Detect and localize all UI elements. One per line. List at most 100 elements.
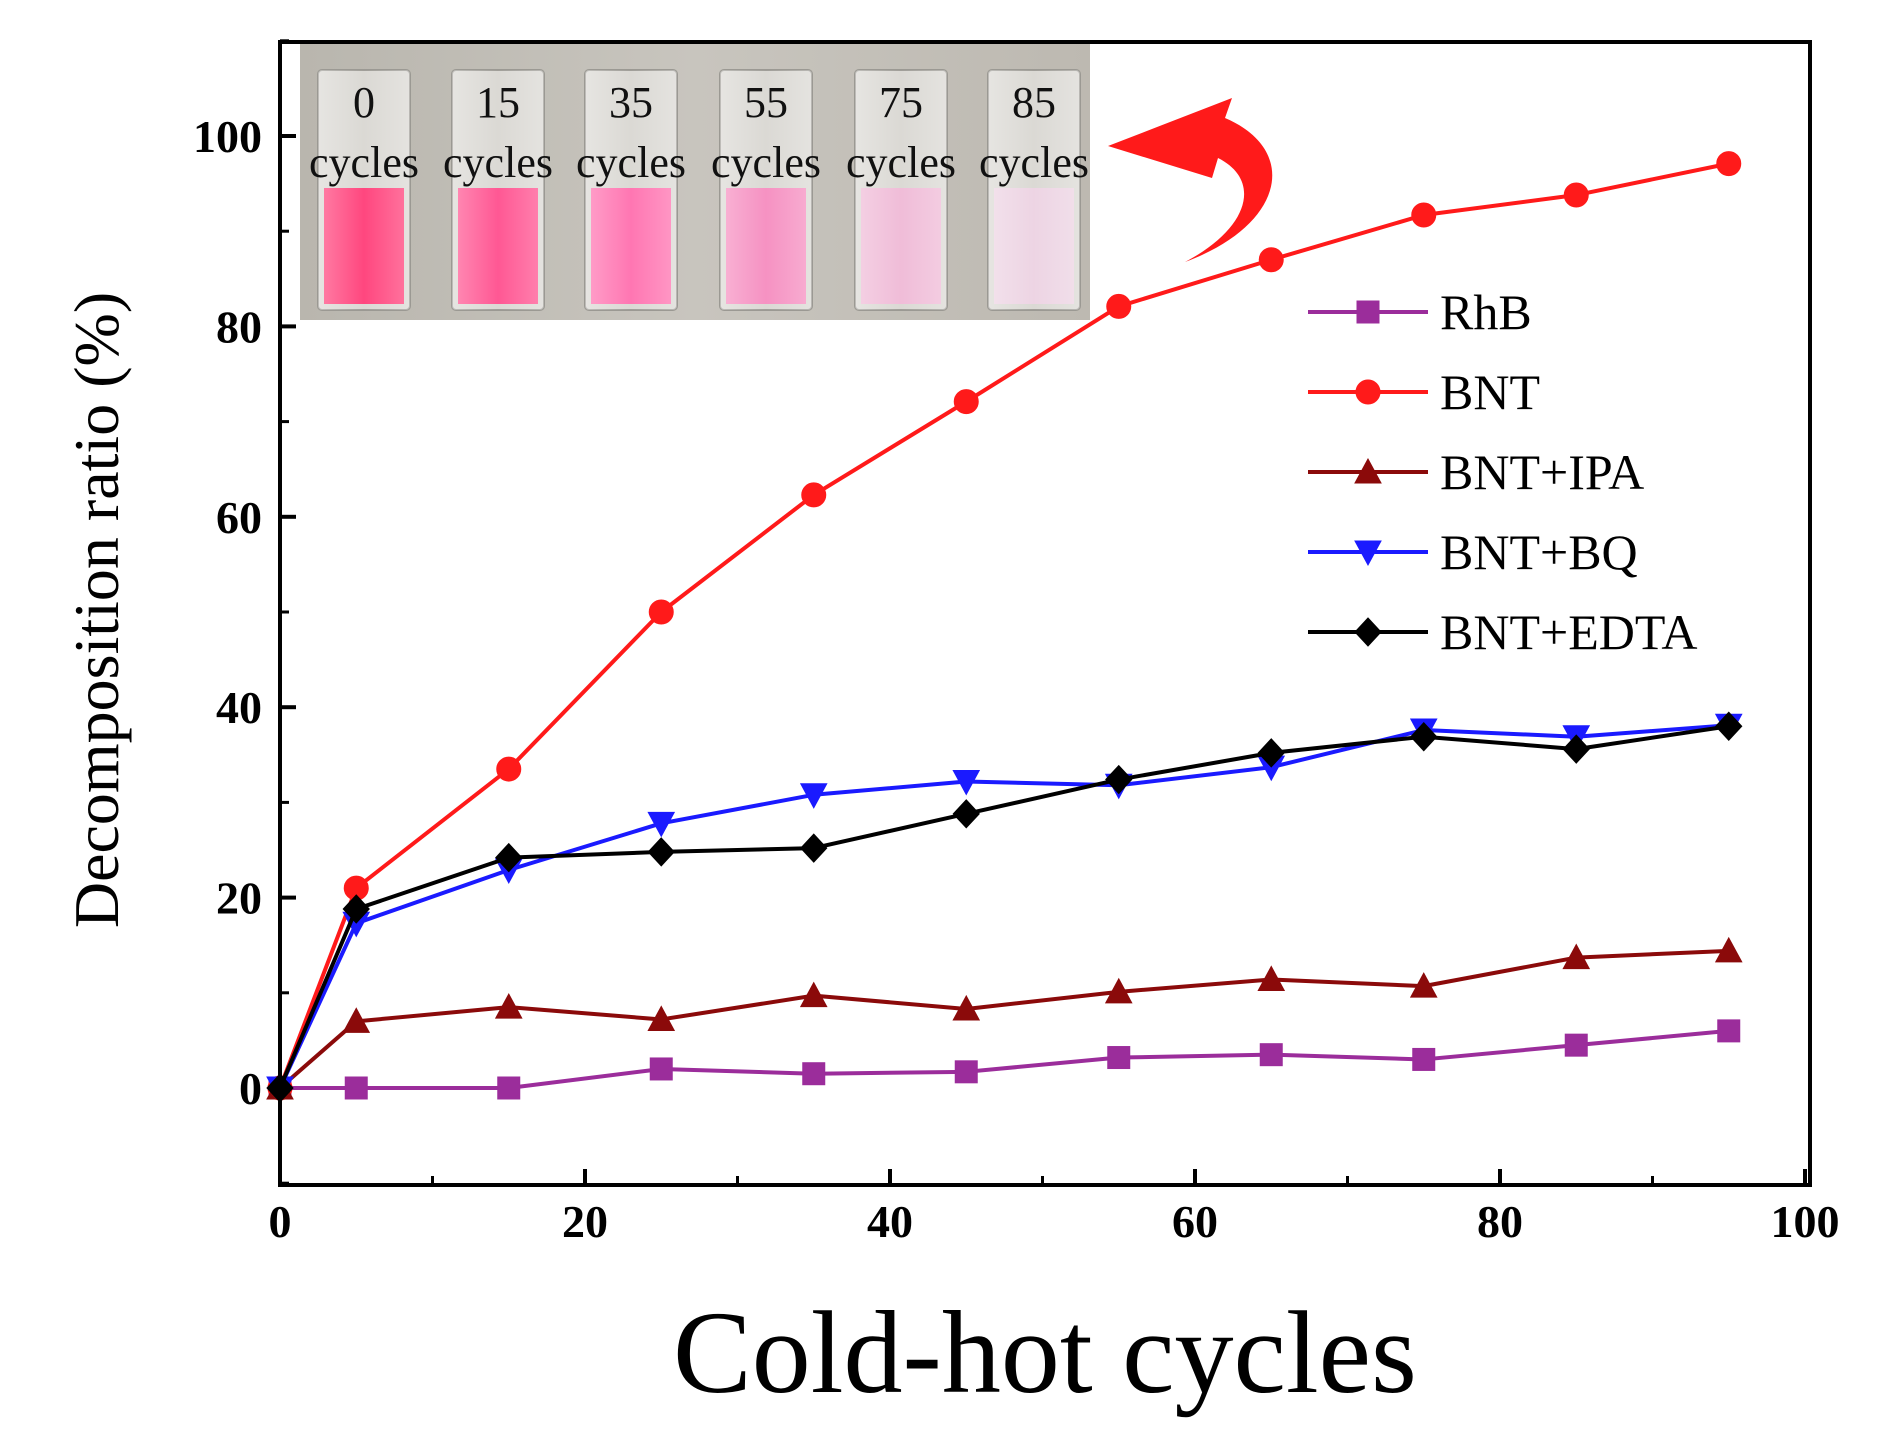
legend-label: BNT+EDTA bbox=[1440, 604, 1698, 660]
data-point-bnt bbox=[648, 599, 674, 625]
vial-cycle-number: 35 bbox=[609, 78, 653, 127]
data-point-bnt-edta bbox=[1410, 721, 1438, 752]
vial-highlight bbox=[452, 70, 544, 310]
data-point-rhb bbox=[1717, 1019, 1741, 1043]
x-tick-label: 80 bbox=[1477, 1196, 1523, 1247]
y-tick-label: 80 bbox=[216, 301, 262, 352]
vials-photo-inset: 0cycles15cycles35cycles55cycles75cycles8… bbox=[300, 44, 1273, 320]
data-point-rhb bbox=[954, 1060, 978, 1084]
vial-cycle-unit: cycles bbox=[443, 138, 553, 187]
data-point-bnt bbox=[1716, 151, 1742, 177]
legend-label: BNT bbox=[1440, 364, 1540, 420]
vial-cycle-unit: cycles bbox=[846, 138, 956, 187]
vial-highlight bbox=[855, 70, 947, 310]
x-axis-label: Cold-hot cycles bbox=[673, 1287, 1417, 1418]
data-point-bnt-edta bbox=[800, 833, 828, 863]
vial-cycle-number: 15 bbox=[476, 78, 520, 127]
inset-background bbox=[300, 44, 1090, 320]
data-point-rhb bbox=[344, 1076, 368, 1100]
data-point-bnt-bq bbox=[647, 811, 676, 838]
data-point-rhb bbox=[649, 1057, 673, 1081]
series-bnt-bq bbox=[266, 713, 1743, 1103]
legend-marker bbox=[1356, 300, 1380, 324]
data-point-bnt-ipa bbox=[1714, 936, 1743, 963]
vial: 35 cycles bbox=[576, 69, 686, 311]
legend-item-bnt: BNT bbox=[1308, 364, 1540, 420]
data-point-rhb bbox=[497, 1076, 521, 1100]
data-point-bnt-ipa bbox=[1409, 972, 1438, 998]
data-point-bnt bbox=[801, 482, 827, 508]
x-tick-label: 20 bbox=[562, 1196, 608, 1247]
legend-marker bbox=[1354, 457, 1382, 484]
vial-cycle-number: 55 bbox=[744, 78, 788, 127]
data-series bbox=[266, 151, 1743, 1103]
legend-label: RhB bbox=[1440, 284, 1532, 340]
legend-item-rhb: RhB bbox=[1308, 284, 1532, 340]
data-point-bnt bbox=[1411, 202, 1437, 228]
legend-marker bbox=[1354, 540, 1382, 567]
data-point-bnt-edta bbox=[495, 842, 523, 873]
curved-arrow-icon bbox=[1108, 98, 1273, 262]
series-bnt-edta bbox=[266, 711, 1743, 1103]
series-bnt-ipa bbox=[266, 936, 1743, 1100]
y-tick-label: 0 bbox=[239, 1063, 262, 1114]
y-tick-label: 100 bbox=[193, 111, 262, 162]
data-point-bnt-ipa bbox=[1562, 943, 1591, 970]
vial-cycle-unit: cycles bbox=[576, 138, 686, 187]
legend: RhB BNT BNT+IPA BNT+BQ BNT+EDTA bbox=[1308, 284, 1698, 660]
y-tick-label: 40 bbox=[216, 682, 262, 733]
data-point-rhb bbox=[1107, 1046, 1131, 1070]
data-point-bnt-edta bbox=[266, 1073, 294, 1103]
data-point-bnt-edta bbox=[952, 799, 980, 829]
legend-marker bbox=[1354, 617, 1382, 647]
data-point-bnt-ipa bbox=[1104, 977, 1133, 1004]
legend-marker bbox=[1355, 379, 1381, 405]
legend-item-bnt-edta: BNT+EDTA bbox=[1308, 604, 1698, 660]
data-point-bnt bbox=[1106, 293, 1132, 319]
data-point-bnt-edta bbox=[342, 894, 370, 924]
data-point-rhb bbox=[1564, 1033, 1588, 1057]
data-point-bnt bbox=[496, 756, 522, 782]
data-point-bnt-edta bbox=[1257, 738, 1285, 768]
data-point-bnt-edta bbox=[647, 837, 675, 867]
vial-highlight bbox=[318, 70, 410, 310]
vial: 85 cycles bbox=[979, 69, 1089, 311]
vial-highlight bbox=[988, 70, 1080, 310]
data-point-bnt-ipa bbox=[494, 993, 523, 1019]
data-point-rhb bbox=[1259, 1043, 1283, 1067]
legend-item-bnt-bq: BNT+BQ bbox=[1308, 524, 1638, 580]
vial-cycle-number: 75 bbox=[879, 78, 923, 127]
vial-cycle-unit: cycles bbox=[979, 138, 1089, 187]
legend-label: BNT+IPA bbox=[1440, 444, 1644, 500]
data-point-bnt-edta bbox=[1715, 711, 1743, 741]
data-point-bnt-ipa bbox=[342, 1007, 371, 1033]
legend-label: BNT+BQ bbox=[1440, 524, 1638, 580]
data-point-bnt-edta bbox=[1562, 734, 1590, 764]
vial: 15 cycles bbox=[443, 69, 553, 311]
y-tick-label: 60 bbox=[216, 492, 262, 543]
vial-cycle-unit: cycles bbox=[711, 138, 821, 187]
vial: 55 cycles bbox=[711, 69, 821, 311]
vial: 0 cycles bbox=[309, 69, 419, 311]
data-point-bnt bbox=[1258, 247, 1284, 273]
y-tick-label: 20 bbox=[216, 873, 262, 924]
x-tick-label: 0 bbox=[269, 1196, 292, 1247]
data-point-bnt-ipa bbox=[1257, 965, 1286, 991]
vial: 75 cycles bbox=[846, 69, 956, 311]
vial-cycle-number: 0 bbox=[353, 78, 375, 127]
data-point-bnt-ipa bbox=[647, 1005, 676, 1031]
vial-cycle-unit: cycles bbox=[309, 138, 419, 187]
x-tick-label: 60 bbox=[1172, 1196, 1218, 1247]
x-tick-label: 100 bbox=[1771, 1196, 1840, 1247]
series-rhb bbox=[268, 1019, 1741, 1100]
data-point-bnt-ipa bbox=[952, 994, 981, 1021]
vial-highlight bbox=[720, 70, 812, 310]
legend-item-bnt-ipa: BNT+IPA bbox=[1308, 444, 1644, 500]
data-point-bnt-ipa bbox=[799, 981, 828, 1008]
data-point-bnt-bq bbox=[799, 783, 828, 809]
data-point-bnt-edta bbox=[1105, 764, 1133, 795]
axes: 0 20 40 60 80 100 0 20 40 60 80 100 bbox=[193, 39, 1840, 1247]
data-point-bnt-bq bbox=[952, 769, 981, 796]
data-point-rhb bbox=[802, 1062, 826, 1086]
